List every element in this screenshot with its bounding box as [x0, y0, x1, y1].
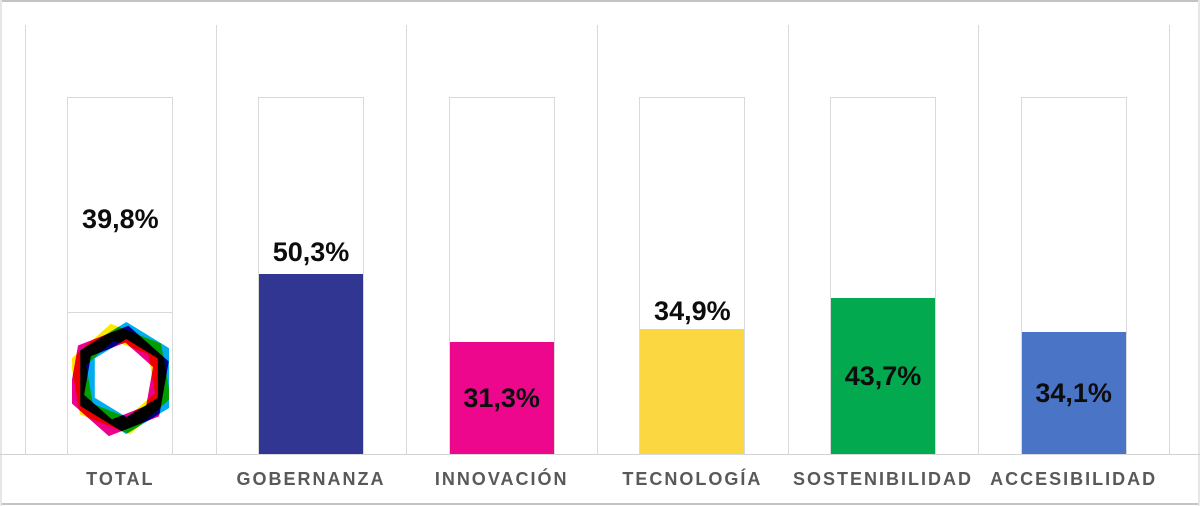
- bar-outline-box-tecnologia: 34,9%: [639, 97, 746, 455]
- column-divider: [978, 25, 980, 455]
- bar-fill-accesibilidad: [1021, 332, 1126, 454]
- bar-value-label-accesibilidad: 34,1%: [1035, 378, 1112, 408]
- bar-fill-sostenibilidad: [831, 298, 935, 454]
- frame-left: [0, 0, 2, 506]
- bar-value-label-innovacion: 31,3%: [463, 383, 540, 413]
- category-label-tecnologia: TECNOLOGÍA: [622, 469, 763, 489]
- column-divider: [215, 25, 217, 455]
- column-divider: [1169, 25, 1170, 455]
- column-divider: [597, 25, 598, 455]
- hexagon-ribbon-logo: [72, 320, 170, 438]
- category-label-accesibilidad: ACCESIBILIDAD: [990, 469, 1158, 489]
- column-divider: [25, 25, 26, 455]
- category-label-sostenibilidad: SOSTENIBILIDAD: [792, 469, 973, 489]
- bar-fill-gobernanza: [259, 274, 363, 454]
- category-label-gobernanza: GOBERNANZA: [236, 469, 386, 489]
- frame-right: [1198, 0, 1200, 506]
- x-axis-line: [0, 454, 1200, 455]
- frame-bottom: [0, 503, 1200, 505]
- bar-outline-box-gobernanza: 50,3%: [258, 97, 364, 455]
- bar-value-label-tecnologia: 34,9%: [654, 296, 731, 326]
- column-divider: [787, 25, 789, 455]
- category-label-total: TOTAL: [86, 469, 155, 489]
- category-label-innovacion: INNOVACIÓN: [434, 469, 569, 489]
- bar-outline-box-accesibilidad: 34,1%: [1020, 97, 1127, 455]
- bar-outline-box-innovacion: 31,3%: [448, 97, 555, 455]
- total-fill-line: [68, 312, 173, 454]
- column-divider: [406, 25, 408, 455]
- bar-value-label-gobernanza: 50,3%: [272, 237, 350, 267]
- frame-top: [0, 0, 1200, 2]
- bar-outline-box-sostenibilidad: 43,7%: [830, 97, 936, 455]
- bar-fill-tecnologia: [640, 329, 745, 454]
- bar-value-label-sostenibilidad: 43,7%: [844, 361, 922, 391]
- bar-fill-innovacion: [449, 342, 554, 454]
- logo-cyan-ribbon: [80, 321, 170, 435]
- bar-value-label-total: 39,8%: [82, 204, 159, 234]
